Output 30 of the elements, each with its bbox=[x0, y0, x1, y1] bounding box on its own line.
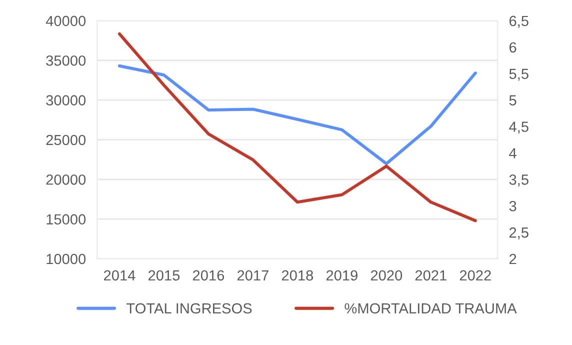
y-tick-label: 10000 bbox=[46, 254, 86, 264]
line-series bbox=[118, 64, 477, 166]
y2-tick-label: 3 bbox=[509, 200, 516, 212]
y2-tick-label: 5 bbox=[509, 95, 516, 106]
y-tick-label: 25000 bbox=[46, 134, 86, 146]
y2-tick-label: 3,5 bbox=[509, 174, 528, 187]
y2-tick-label: 4,5 bbox=[509, 122, 528, 134]
x-tick-label: 2018 bbox=[282, 270, 314, 281]
y2-tick-label: 6 bbox=[509, 42, 516, 53]
line-series bbox=[118, 32, 477, 222]
x-tick-label: 2019 bbox=[326, 270, 358, 281]
x-tick-label: 2016 bbox=[192, 270, 224, 281]
y-tick-label: 20000 bbox=[46, 174, 86, 185]
y2-tick-label: 5,5 bbox=[509, 68, 528, 81]
y-tick-label: 30000 bbox=[46, 95, 86, 106]
y-tick-label: 35000 bbox=[46, 55, 86, 66]
legend-label: TOTAL INGRESOS bbox=[126, 303, 252, 314]
y-tick-label: 15000 bbox=[46, 214, 86, 225]
legend-label: %MORTALIDAD TRAUMA bbox=[344, 303, 517, 314]
x-tick-label: 2017 bbox=[237, 270, 268, 281]
y2-tick-label: 2,5 bbox=[509, 227, 528, 240]
x-tick-label: 2021 bbox=[415, 270, 446, 281]
x-tick-label: 2014 bbox=[104, 270, 136, 281]
y2-tick-label: 4 bbox=[509, 148, 516, 158]
x-tick-label: 2015 bbox=[148, 270, 180, 281]
y2-tick-label: 6,5 bbox=[509, 16, 528, 28]
y-tick-label: 40000 bbox=[46, 16, 86, 26]
y2-tick-label: 2 bbox=[509, 254, 516, 264]
x-tick-label: 2020 bbox=[370, 270, 402, 281]
x-tick-label: 2022 bbox=[460, 270, 491, 281]
